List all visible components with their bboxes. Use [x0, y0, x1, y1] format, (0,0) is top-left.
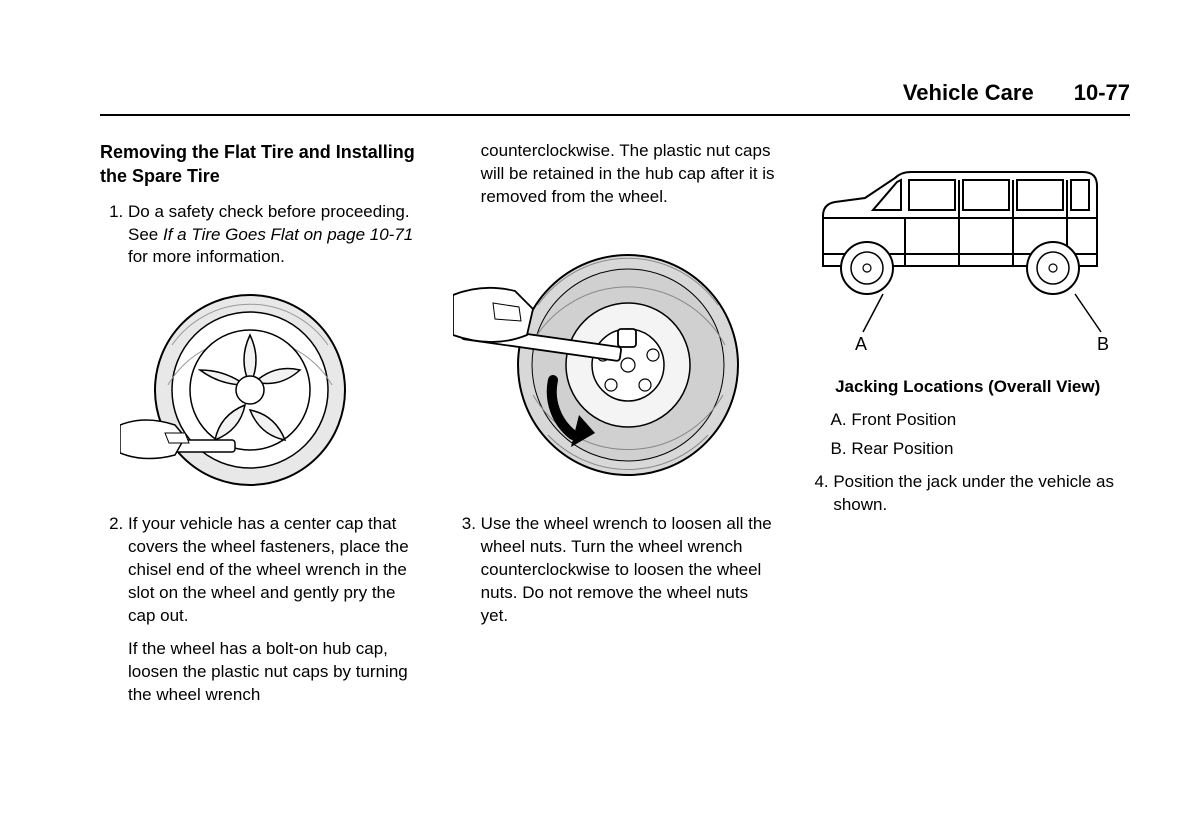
- figure-wheel-wrench-loosen: [453, 225, 778, 495]
- column-3: A B Jacking Locations (Overall View) Fro…: [805, 140, 1130, 717]
- section-heading: Removing the Flat Tire and Installing th…: [100, 140, 425, 189]
- step-2-cont-col2: counterclockwise. The plastic nut caps w…: [453, 140, 778, 209]
- step-2-continuation: If the wheel has a bolt-on hub cap, loos…: [100, 638, 425, 707]
- content-columns: Removing the Flat Tire and Installing th…: [100, 140, 1130, 717]
- steps-list-col3: Position the jack under the vehicle as s…: [805, 471, 1130, 517]
- step-4: Position the jack under the vehicle as s…: [833, 471, 1130, 517]
- column-2: counterclockwise. The plastic nut caps w…: [453, 140, 778, 717]
- column-1: Removing the Flat Tire and Installing th…: [100, 140, 425, 717]
- step-1: Do a safety check before proceeding. See…: [128, 201, 425, 270]
- step-1-ref: If a Tire Goes Flat on page 10-71: [163, 225, 413, 244]
- steps-list-col1: Do a safety check before proceeding. See…: [100, 201, 425, 270]
- steps-list-col1b: If your vehicle has a center cap that co…: [100, 513, 425, 628]
- header-page-number: 10-77: [1074, 80, 1130, 106]
- jack-label-a: A: [855, 334, 867, 354]
- page-header: Vehicle Care 10-77: [100, 80, 1130, 116]
- jacking-sublist: Front Position Rear Position: [805, 409, 1130, 461]
- step-3: Use the wheel wrench to loosen all the w…: [481, 513, 778, 628]
- steps-list-col2: Use the wheel wrench to loosen all the w…: [453, 513, 778, 628]
- sublist-item-b: Rear Position: [851, 438, 1130, 461]
- jack-label-b: B: [1097, 334, 1109, 354]
- step-2: If your vehicle has a center cap that co…: [128, 513, 425, 628]
- figure-wheel-prying-cap: [120, 285, 425, 495]
- header-section-title: Vehicle Care: [903, 80, 1034, 106]
- sublist-item-a: Front Position: [851, 409, 1130, 432]
- step-1-post: for more information.: [128, 247, 285, 266]
- figure-caption-jacking: Jacking Locations (Overall View): [805, 376, 1130, 399]
- figure-vehicle-jacking-locations: A B: [805, 156, 1130, 356]
